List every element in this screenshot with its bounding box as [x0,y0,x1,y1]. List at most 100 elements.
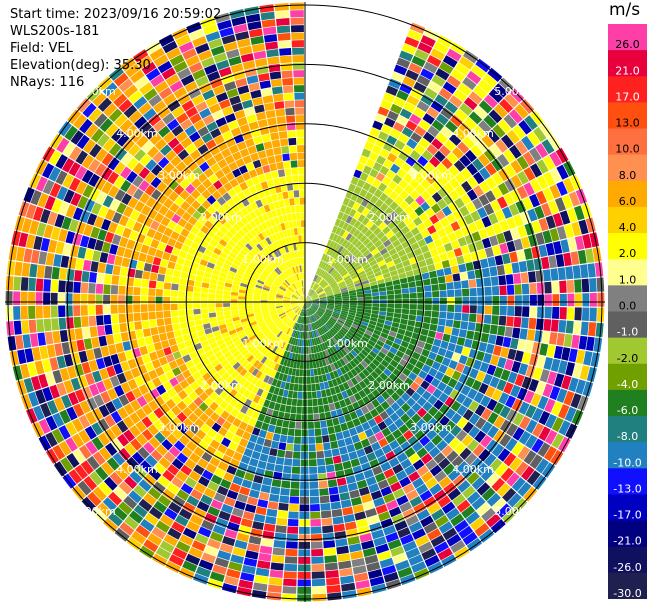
radar-cell [185,309,194,316]
radar-cell [372,295,380,300]
radar-cell [394,303,402,309]
radar-cell [473,391,485,404]
radar-cell [309,290,315,297]
radar-cell [385,316,394,322]
radar-cell [426,144,439,156]
radar-cell [306,309,309,317]
radar-cell [121,193,133,205]
radar-cell [168,191,179,202]
radar-cell [165,149,177,162]
radar-cell [340,312,348,317]
radar-cell [509,88,525,103]
radar-cell [198,335,208,343]
radar-cell [41,163,55,179]
radar-cell [513,214,524,227]
radar-cell [292,243,297,251]
radar-cell [147,208,158,220]
radar-cell [295,281,299,289]
radar-cell [199,412,210,423]
radar-cell [171,316,180,324]
radar-cell [311,383,316,392]
radar-cell [431,203,442,214]
radar-cell [420,380,430,390]
radar-cell [222,247,231,255]
radar-cell [210,45,225,57]
radar-cell [302,295,305,302]
radar-cell [556,333,565,346]
radar-cell [254,183,263,192]
radar-cell [201,56,215,68]
radar-cell [272,433,281,442]
radar-cell [381,427,392,437]
radar-cell [94,239,104,252]
radar-cell [234,539,248,550]
radar-cell [361,421,371,431]
radar-cell [343,373,351,382]
radar-cell [379,263,388,271]
radar-cell [301,242,305,250]
radar-cell [30,249,40,264]
radar-cell [380,486,393,497]
radar-cell [267,455,277,464]
radar-cell [256,65,269,75]
radar-cell [128,143,141,157]
radar-cell [431,119,445,132]
radar-cell [296,361,301,369]
radar-cell [126,184,138,197]
radar-cell [395,397,406,407]
radar-cell [381,124,393,135]
radar-cell [155,520,170,534]
radar-cell [342,324,350,331]
radar-cell [454,289,462,297]
radar-cell [100,391,112,404]
radar-cell [480,434,493,448]
radar-cell [257,499,269,508]
radar-cell [353,441,363,451]
radar-cell [120,332,130,342]
radar-cell [323,285,331,291]
radar-cell [260,295,268,299]
radar-cell [279,264,285,272]
radar-cell [355,424,365,434]
radar-cell [334,305,342,309]
radar-cell [248,169,258,179]
radar-cell [73,281,81,293]
radar-cell [489,266,498,277]
radar-cell [452,320,461,329]
radar-cell [325,464,335,473]
radar-cell [357,363,365,372]
radar-cell [401,126,414,138]
radar-cell [264,340,272,348]
radar-cell [232,336,240,343]
radar-cell [134,200,145,213]
radar-cell [246,496,258,506]
radar-cell [392,279,401,286]
radar-cell [143,108,157,121]
radar-cell [372,299,380,304]
info-elevation: Elevation(deg): 35.30 [10,58,151,73]
radar-cell [213,247,222,256]
radar-cell [412,477,425,489]
radar-cell [363,289,372,294]
radar-cell [364,411,374,421]
radar-cell [310,533,323,542]
radar-cell [283,358,289,367]
radar-cell [218,66,232,78]
radar-cell [108,108,123,123]
radar-cell [276,307,284,312]
radar-cell [155,288,164,297]
radar-cell [399,190,410,200]
radar-cell [180,271,189,279]
radar-cell [330,328,337,335]
radar-cell [193,303,201,309]
radar-cell [464,149,477,163]
radar-cell [447,297,455,305]
radar-cell [375,255,384,263]
radar-cell [333,335,340,343]
radar-cell [308,459,317,467]
radar-cell [520,236,531,249]
radar-cell [394,205,404,216]
radar-cell [259,381,267,390]
radar-cell [328,403,336,411]
radar-cell [81,361,92,375]
